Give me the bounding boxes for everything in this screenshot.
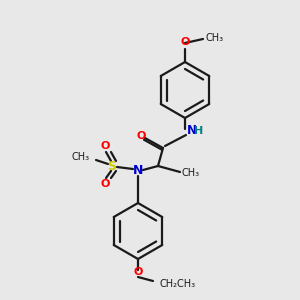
- Text: CH₃: CH₃: [205, 33, 223, 43]
- Text: S: S: [107, 160, 116, 172]
- Text: O: O: [180, 37, 190, 47]
- Text: O: O: [133, 267, 143, 277]
- Text: CH₂CH₃: CH₂CH₃: [159, 279, 195, 289]
- Text: CH₃: CH₃: [182, 168, 200, 178]
- Text: H: H: [194, 126, 203, 136]
- Text: O: O: [100, 179, 110, 189]
- Text: CH₃: CH₃: [72, 152, 90, 162]
- Text: O: O: [100, 141, 110, 151]
- Text: N: N: [187, 124, 197, 137]
- Text: O: O: [136, 131, 146, 141]
- Text: N: N: [133, 164, 143, 178]
